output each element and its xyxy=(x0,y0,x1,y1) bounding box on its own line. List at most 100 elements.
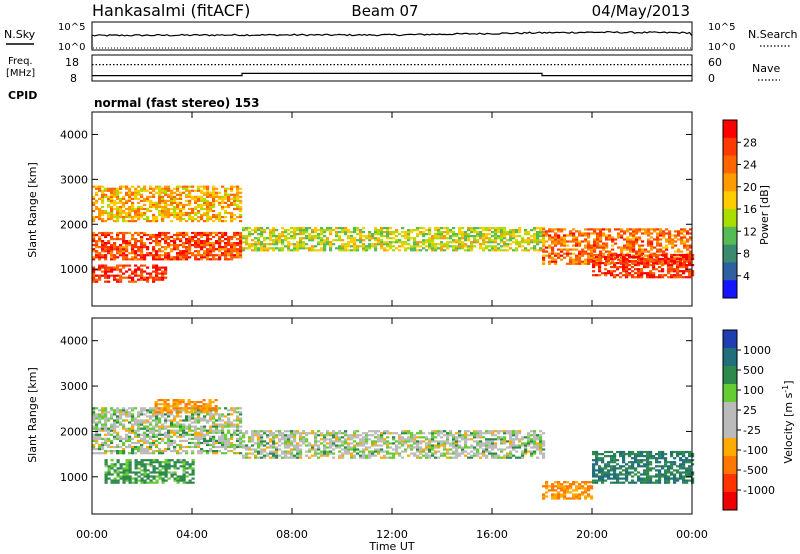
heatmap-cell xyxy=(179,231,183,235)
heatmap-cell xyxy=(595,463,599,466)
heatmap-cell xyxy=(377,241,381,244)
heatmap-cell xyxy=(176,459,180,462)
heatmap-cell xyxy=(161,272,165,275)
heatmap-cell xyxy=(584,497,588,500)
heatmap-cell xyxy=(146,452,150,455)
heatmap-cell xyxy=(176,218,180,221)
heatmap-cell xyxy=(323,243,327,246)
heatmap-cell xyxy=(482,243,486,246)
heatmap-cell xyxy=(401,438,405,441)
heatmap-cell xyxy=(178,401,182,404)
heatmap-cell xyxy=(419,436,423,439)
heatmap-cell xyxy=(92,233,96,237)
heatmap-cell xyxy=(479,436,483,439)
heatmap-cell xyxy=(179,254,183,257)
heatmap-cell xyxy=(506,456,510,459)
heatmap-cell xyxy=(578,487,582,490)
heatmap-cell xyxy=(578,256,582,259)
heatmap-cell xyxy=(143,197,147,200)
heatmap-cell xyxy=(272,456,276,459)
heatmap-cell xyxy=(260,450,264,453)
heatmap-cell xyxy=(688,264,692,267)
heatmap-cell xyxy=(104,441,108,445)
heatmap-cell xyxy=(676,266,680,269)
heatmap-cell xyxy=(611,248,615,251)
heatmap-cell xyxy=(152,477,156,480)
heatmap-cell xyxy=(395,440,399,443)
heatmap-cell xyxy=(98,278,102,281)
heatmap-cell xyxy=(166,403,170,406)
heatmap-cell xyxy=(233,185,237,188)
heatmap-cell xyxy=(407,438,411,441)
heatmap-cell xyxy=(155,238,159,241)
heatmap-cell xyxy=(140,264,144,267)
heatmap-cell xyxy=(107,213,111,217)
heatmap-cell xyxy=(107,240,111,243)
heatmap-cell xyxy=(125,435,129,438)
heatmap-cell xyxy=(662,236,666,239)
heatmap-cell xyxy=(203,233,207,237)
heatmap-cell xyxy=(371,235,375,238)
heatmap-cell xyxy=(248,436,252,439)
heatmap-cell xyxy=(191,238,195,241)
heatmap-cell xyxy=(131,445,135,449)
heatmap-cell xyxy=(206,242,210,245)
heatmap-cell xyxy=(98,211,102,215)
heatmap-cell xyxy=(233,409,237,412)
heatmap-cell xyxy=(137,193,141,196)
heatmap-cell xyxy=(206,252,210,255)
heatmap-cell xyxy=(479,456,483,459)
heatmap-cell xyxy=(599,260,603,263)
heatmap-cell xyxy=(161,471,165,474)
heatmap-cell xyxy=(236,254,240,257)
heatmap-cell xyxy=(166,407,170,410)
heatmap-cell xyxy=(329,231,333,234)
heatmap-cell xyxy=(464,440,468,443)
heatmap-cell xyxy=(257,241,261,244)
heatmap-cell xyxy=(185,195,189,198)
heatmap-cell xyxy=(269,444,273,447)
heatmap-cell xyxy=(587,240,591,243)
heatmap-cell xyxy=(461,452,465,455)
heatmap-cell xyxy=(601,262,605,265)
heatmap-cell xyxy=(206,195,210,198)
heatmap-cell xyxy=(398,438,402,441)
heatmap-cell xyxy=(287,247,291,250)
heatmap-cell xyxy=(350,231,354,234)
heatmap-cell xyxy=(281,239,285,242)
heatmap-cell xyxy=(533,249,537,252)
heatmap-cell xyxy=(536,237,540,240)
heatmap-cell xyxy=(374,229,378,232)
heatmap-cell xyxy=(149,459,153,462)
heatmap-cell xyxy=(635,252,639,255)
heatmap-cell xyxy=(542,256,546,259)
heatmap-cell xyxy=(173,479,177,482)
heatmap-cell xyxy=(521,237,525,240)
heatmap-cell xyxy=(365,249,369,252)
heatmap-cell xyxy=(149,199,153,202)
heatmap-cell xyxy=(506,440,510,443)
heatmap-cell xyxy=(211,407,215,410)
heatmap-cell xyxy=(146,280,150,283)
heatmap-cell xyxy=(131,248,135,251)
heatmap-cell xyxy=(218,425,222,428)
heatmap-cell xyxy=(479,247,483,250)
heatmap-cell xyxy=(464,237,468,240)
heatmap-cell xyxy=(242,249,246,252)
heatmap-cell xyxy=(107,411,111,414)
power-y-axis-label: Slant Range [km] xyxy=(26,162,39,258)
heatmap-cell xyxy=(182,231,186,235)
heatmap-cell xyxy=(152,471,156,474)
heatmap-cell xyxy=(607,257,611,261)
heatmap-cell xyxy=(374,450,378,453)
heatmap-cell xyxy=(191,467,195,470)
heatmap-cell xyxy=(122,409,126,412)
heatmap-cell xyxy=(140,423,144,426)
heatmap-cell xyxy=(575,489,579,492)
heatmap-cell xyxy=(131,201,135,204)
heatmap-cell xyxy=(170,203,174,206)
heatmap-cell xyxy=(107,443,111,447)
heatmap-cell xyxy=(305,438,309,441)
heatmap-cell xyxy=(554,258,558,261)
heatmap-cell xyxy=(494,247,498,250)
